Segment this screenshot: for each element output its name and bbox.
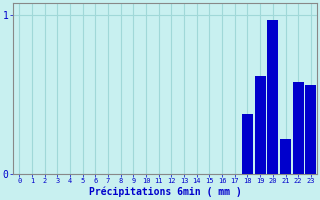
Bar [293, 82, 304, 174]
Bar [306, 85, 316, 174]
Bar [280, 139, 291, 174]
X-axis label: Précipitations 6min ( mm ): Précipitations 6min ( mm ) [89, 187, 241, 197]
Bar [268, 20, 278, 174]
Bar [255, 76, 266, 174]
Bar [242, 114, 253, 174]
